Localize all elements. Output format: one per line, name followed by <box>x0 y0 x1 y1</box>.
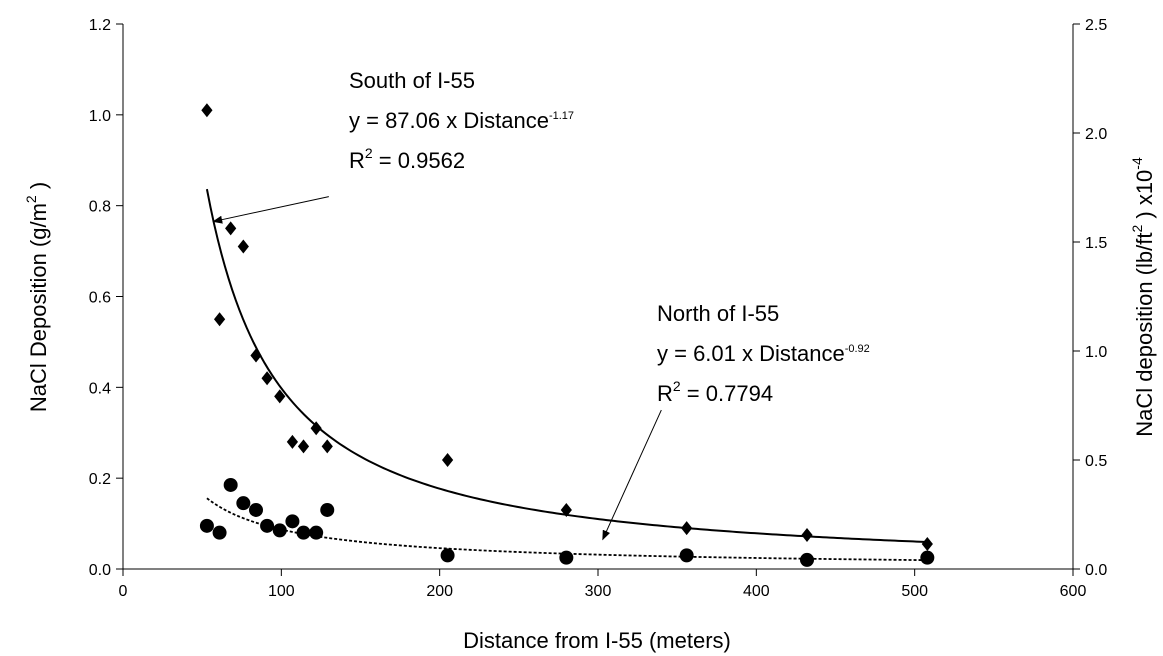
annotation-r2-sup: 2 <box>365 145 373 161</box>
x-tick-label: 300 <box>585 583 612 600</box>
circle-point <box>236 496 251 511</box>
annotation-equation-exp: -1.17 <box>549 110 574 122</box>
y2-axis-title-mid: ) x10 <box>1132 170 1157 225</box>
annotation-title: South of I-55 <box>349 68 475 93</box>
circle-point <box>249 502 263 517</box>
diamond-point <box>297 439 310 454</box>
annotation-equation-text: y = 87.06 x Distance <box>349 108 549 133</box>
annotation-title: North of I-55 <box>657 301 779 326</box>
y2-tick-label: 2.0 <box>1085 126 1107 143</box>
circle-point <box>272 523 287 538</box>
ticks: 0 100 200 300 400 500 600 0.0 0.2 0.4 0.6 0.8 1.0 1.2… <box>89 17 1108 600</box>
annotation-equation-text: y = 6.01 x Distance <box>657 341 845 366</box>
annotation-2: North of I-55 y = 6.01 x Distance-0.92 R2 … <box>602 301 870 541</box>
diamond-point <box>560 502 572 517</box>
diamond-point <box>225 221 237 236</box>
diamond-point <box>801 527 813 542</box>
circle-point <box>212 525 227 540</box>
axes <box>122 24 1074 570</box>
x-tick-label: 500 <box>901 583 928 600</box>
annotation-r2-sup: 2 <box>673 378 681 394</box>
y-tick-label: 0.6 <box>89 290 111 307</box>
circle-point <box>296 525 311 540</box>
annotations: South of I-55y = 87.06 x Distance-1.17R2… <box>212 68 870 541</box>
y-tick-label: 0.4 <box>89 380 111 397</box>
y-tick-label: 0.2 <box>89 471 111 488</box>
x-tick-label: 0 <box>119 583 128 600</box>
diamond-point <box>286 434 299 449</box>
y2-tick-label: 1.5 <box>1085 235 1107 252</box>
diamond-point <box>201 103 213 118</box>
x-axis-title: Distance from I-55 (meters) <box>463 628 731 653</box>
annotation-arrow <box>212 196 329 224</box>
annotation-r2-value: = 0.9562 <box>373 148 465 173</box>
y-axis-title-suffix: ) <box>26 182 51 195</box>
y-tick-label: 1.0 <box>89 108 111 125</box>
diamond-point <box>321 439 333 454</box>
diamond-point <box>274 389 286 404</box>
y2-tick-label: 1.0 <box>1085 344 1107 361</box>
annotation-r2: R2 = 0.9562 <box>349 145 465 173</box>
x-tick-label: 600 <box>1060 583 1087 600</box>
y-tick-label: 0.0 <box>89 562 111 579</box>
annotation-1: South of I-55 y = 87.06 x Distance-1.17 R2… <box>212 68 574 224</box>
y-tick-label: 0.8 <box>89 199 111 216</box>
annotation-equation-exp: -0.92 <box>845 343 870 355</box>
annotation-r2-letter: R <box>657 381 673 406</box>
x-tick-label: 100 <box>268 583 295 600</box>
y2-axis-title-exp: -4 <box>1129 157 1145 170</box>
circle-point <box>800 552 814 567</box>
y2-axis-title: NaCl deposition (lb/ft2 ) x10-4 <box>1129 157 1157 437</box>
circle-point <box>309 525 324 540</box>
diamond-point <box>213 312 226 327</box>
annotation-r2-value: = 0.7794 <box>681 381 773 406</box>
diamond-point <box>237 239 249 254</box>
diamond-point <box>250 348 262 363</box>
annotation-r2-letter: R <box>349 148 365 173</box>
annotation-arrow <box>602 409 662 541</box>
y-axis-title-sup: 2 <box>23 195 39 203</box>
y2-tick-label: 0.0 <box>1085 562 1107 579</box>
annotation-equation: y = 6.01 x Distance-0.92 <box>657 341 870 366</box>
circle-point <box>260 518 275 533</box>
fit-curve-2 <box>206 497 928 562</box>
circle-point <box>679 548 694 563</box>
circle-point <box>920 550 935 565</box>
diamond-point <box>921 537 933 552</box>
y-axis-title: NaCl Deposition (g/m2 ) <box>23 182 51 412</box>
circle-point <box>320 502 335 517</box>
y2-axis-title-prefix: NaCl deposition (lb/ft <box>1132 233 1157 437</box>
circle-point <box>440 548 455 563</box>
annotation-equation: y = 87.06 x Distance-1.17 <box>349 108 574 133</box>
circle-point <box>559 550 574 565</box>
x-tick-label: 400 <box>743 583 770 600</box>
data-points <box>199 103 935 567</box>
diamond-point <box>310 421 322 436</box>
y2-tick-label: 0.5 <box>1085 453 1107 470</box>
diamond-point <box>441 453 454 467</box>
x-tick-label: 200 <box>426 583 453 600</box>
circle-point <box>199 518 214 533</box>
circle-point <box>285 514 300 529</box>
annotation-r2: R2 = 0.7794 <box>657 378 773 406</box>
y2-axis-title-sup: 2 <box>1129 225 1145 233</box>
diamond-point <box>261 371 273 386</box>
y-axis-title-prefix: NaCl Deposition (g/m <box>26 203 51 412</box>
y-tick-label: 1.2 <box>89 17 111 34</box>
diamond-point <box>681 521 693 536</box>
y2-tick-label: 2.5 <box>1085 17 1107 34</box>
circle-point <box>223 477 238 492</box>
